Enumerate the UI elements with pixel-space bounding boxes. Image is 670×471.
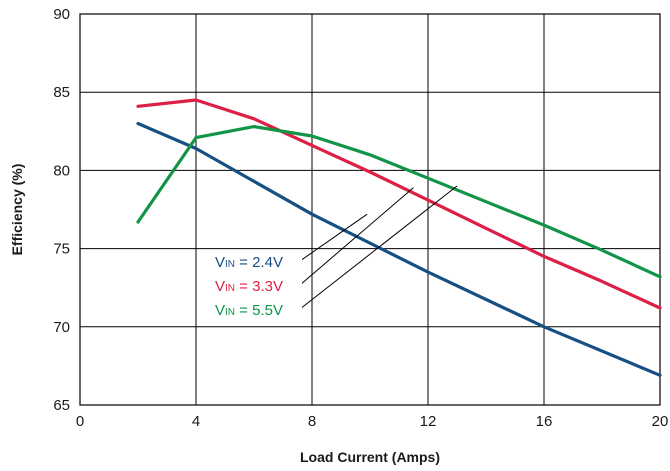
legend-label-bg xyxy=(212,298,302,320)
legend-leader-lines xyxy=(299,185,458,310)
legend-subscript: IN xyxy=(225,283,235,294)
x-tick-label: 4 xyxy=(192,413,200,430)
legend-prefix: V xyxy=(215,278,225,295)
x-tick-label: 8 xyxy=(308,413,316,430)
legend-entry-1: VIN = 3.3V xyxy=(215,278,283,295)
y-axis-title: Efficiency (%) xyxy=(9,164,25,256)
legend-prefix: V xyxy=(215,302,225,319)
y-tick-label: 80 xyxy=(53,162,70,179)
x-tick-label: 12 xyxy=(420,413,437,430)
x-axis-title: Load Current (Amps) xyxy=(300,449,440,465)
series-line-1 xyxy=(136,98,662,310)
legend-entry-2: VIN = 5.5V xyxy=(215,302,283,319)
leader-line-0 xyxy=(299,213,368,262)
legend-entry-0: VIN = 2.4V xyxy=(215,254,283,271)
legend-value: = 3.3V xyxy=(235,278,283,295)
legend-value: = 2.4V xyxy=(235,254,283,271)
x-tick-labels: 0 4 8 12 16 20 xyxy=(76,413,669,430)
y-tick-labels: 65 70 75 80 85 90 xyxy=(53,6,70,414)
x-tick-label: 0 xyxy=(76,413,84,430)
x-tick-label: 20 xyxy=(652,413,669,430)
leader-line-2 xyxy=(299,185,458,310)
series-line-2 xyxy=(136,124,662,279)
legend-value: = 5.5V xyxy=(235,302,283,319)
y-tick-label: 90 xyxy=(53,6,70,23)
y-tick-label: 75 xyxy=(53,241,70,258)
plot-frame xyxy=(79,13,661,406)
legend-label-bg xyxy=(212,274,302,296)
x-tick-label: 16 xyxy=(536,413,553,430)
legend-label-bg xyxy=(212,250,302,272)
legend-subscript: IN xyxy=(225,259,235,270)
y-tick-label: 70 xyxy=(53,319,70,336)
grid-lines xyxy=(79,13,661,406)
y-tick-label: 65 xyxy=(53,397,70,414)
y-tick-label: 85 xyxy=(53,84,70,101)
legend-subscript: IN xyxy=(225,307,235,318)
series-layer xyxy=(136,98,662,377)
legend-prefix: V xyxy=(215,254,225,271)
leader-line-1 xyxy=(299,187,414,286)
series-line-0 xyxy=(136,121,662,377)
